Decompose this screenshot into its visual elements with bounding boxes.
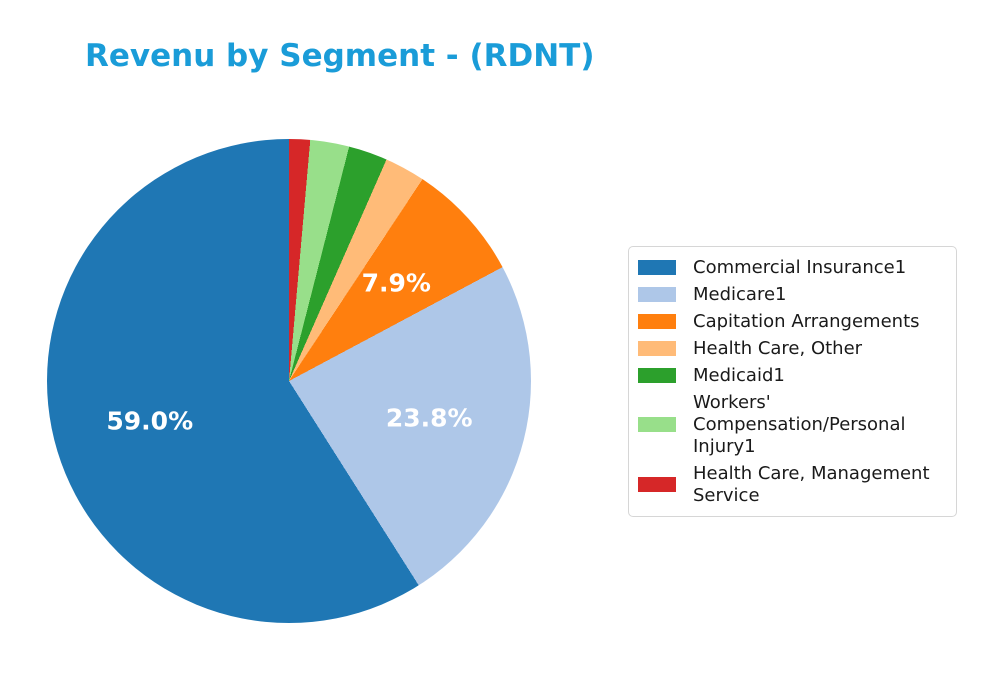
pie-chart xyxy=(47,139,531,623)
legend-label: Workers' Compensation/Personal Injury1 xyxy=(693,391,906,457)
legend-swatch xyxy=(638,417,676,432)
legend-swatch xyxy=(638,368,676,383)
pie-percent-label: 7.9% xyxy=(361,268,431,298)
pie-percent-label: 23.8% xyxy=(385,403,473,433)
legend-item: Commercial Insurance1 xyxy=(638,254,946,281)
legend-label: Medicare1 xyxy=(693,283,787,305)
legend-label: Medicaid1 xyxy=(693,364,785,386)
legend-swatch xyxy=(638,477,676,492)
legend-item: Health Care, Other xyxy=(638,335,946,362)
legend-label: Health Care, Other xyxy=(693,337,863,359)
pie-percent-label: 59.0% xyxy=(106,406,194,436)
legend-item: Capitation Arrangements xyxy=(638,308,946,335)
legend: Commercial Insurance1 Medicare1 Capitation… xyxy=(628,246,957,517)
chart-title: Revenu by Segment - (RDNT) xyxy=(85,38,595,74)
legend-swatch xyxy=(638,287,676,302)
legend-swatch xyxy=(638,314,676,329)
legend-label: Capitation Arrangements xyxy=(693,310,920,332)
legend-label: Commercial Insurance1 xyxy=(693,256,907,278)
legend-item: Health Care, Management Service xyxy=(638,460,946,509)
legend-swatch xyxy=(638,260,676,275)
legend-item: Medicare1 xyxy=(638,281,946,308)
legend-item: Medicaid1 xyxy=(638,362,946,389)
legend-item: Workers' Compensation/Personal Injury1 xyxy=(638,389,946,460)
legend-swatch xyxy=(638,341,676,356)
legend-label: Health Care, Management Service xyxy=(693,462,930,506)
